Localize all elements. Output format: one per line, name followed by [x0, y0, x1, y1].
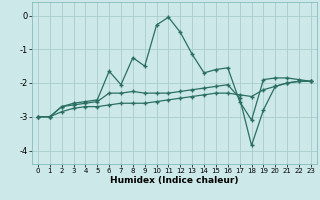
X-axis label: Humidex (Indice chaleur): Humidex (Indice chaleur): [110, 176, 239, 185]
